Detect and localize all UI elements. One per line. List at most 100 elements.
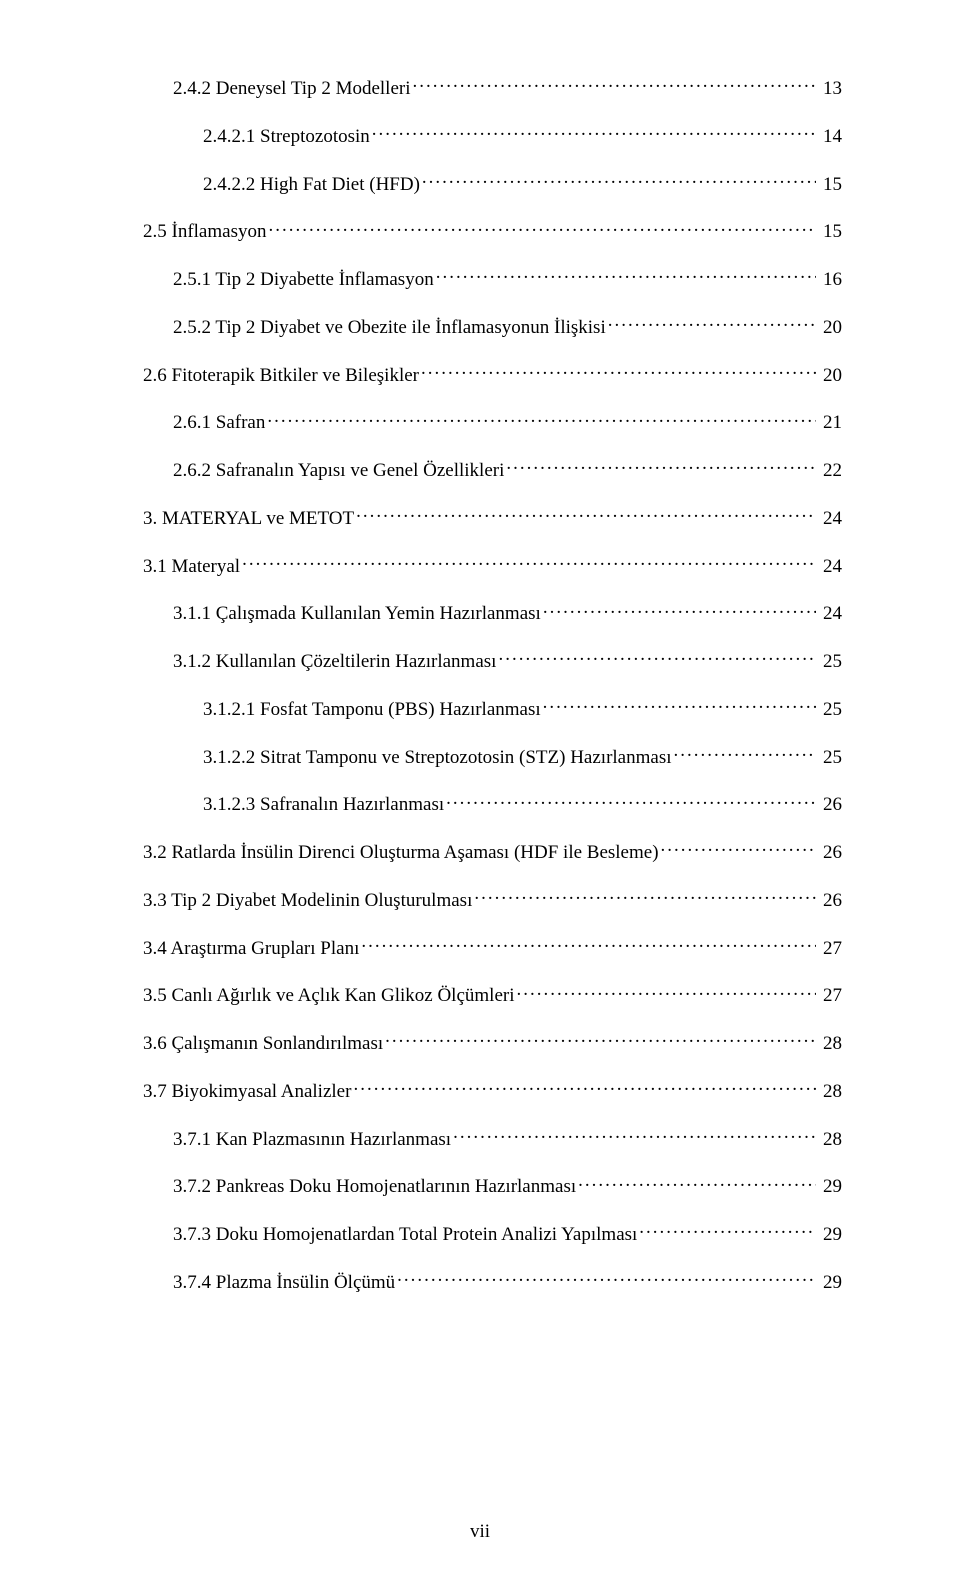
toc-entry: 3.6 Çalışmanın Sonlandırılması 28 (143, 1030, 842, 1056)
toc-leader-dots (608, 314, 816, 333)
toc-entry: 3.7.4 Plazma İnsülin Ölçümü 29 (143, 1269, 842, 1295)
toc-entry-page: 29 (818, 1271, 842, 1295)
toc-entry-page: 28 (818, 1128, 842, 1152)
toc-entry-label: 3.1.1 Çalışmada Kullanılan Yemin Hazırla… (173, 602, 541, 626)
toc-entry-page: 28 (818, 1080, 842, 1104)
toc-entry-label: 2.5.2 Tip 2 Diyabet ve Obezite ile İnfla… (173, 316, 606, 340)
toc-entry: 3.1.2.3 Safranalın Hazırlanması 26 (143, 791, 842, 817)
toc-entry: 2.6.1 Safran21 (143, 409, 842, 435)
toc-entry-page: 26 (818, 889, 842, 913)
toc-entry-page: 28 (818, 1032, 842, 1056)
toc-entry-page: 29 (818, 1223, 842, 1247)
toc-entry: 3.5 Canlı Ağırlık ve Açlık Kan Glikoz Öl… (143, 982, 842, 1008)
toc-entry: 3.7 Biyokimyasal Analizler 28 (143, 1078, 842, 1104)
toc-entry: 2.6 Fitoterapik Bitkiler ve Bileşikler 20 (143, 362, 842, 388)
toc-entry-label: 3.1.2.2 Sitrat Tamponu ve Streptozotosin… (203, 746, 672, 770)
toc-entry-page: 13 (818, 77, 842, 101)
toc-entry: 2.4.2.2 High Fat Diet (HFD) 15 (143, 171, 842, 197)
toc-leader-dots (436, 266, 816, 285)
toc-entry: 2.4.2.1 Streptozotosin 14 (143, 123, 842, 149)
toc-entry-page: 24 (818, 602, 842, 626)
toc-entry-label: 3.7.2 Pankreas Doku Homojenatlarının Haz… (173, 1175, 576, 1199)
toc-entry: 2.4.2 Deneysel Tip 2 Modelleri 13 (143, 75, 842, 101)
toc-entry-label: 3.6 Çalışmanın Sonlandırılması (143, 1032, 383, 1056)
toc-entry: 3.7.2 Pankreas Doku Homojenatlarının Haz… (143, 1173, 842, 1199)
toc-entry-page: 25 (818, 746, 842, 770)
toc-leader-dots (543, 600, 816, 619)
toc-entry-label: 3.3 Tip 2 Diyabet Modelinin Oluşturulmas… (143, 889, 472, 913)
toc-entry-label: 3.1 Materyal (143, 555, 240, 579)
toc-leader-dots (353, 1078, 816, 1097)
toc-leader-dots (453, 1126, 816, 1145)
toc-entry-page: 20 (818, 316, 842, 340)
toc-entry-label: 3.7.1 Kan Plazmasının Hazırlanması (173, 1128, 451, 1152)
toc-entry: 2.5.2 Tip 2 Diyabet ve Obezite ile İnfla… (143, 314, 842, 340)
toc-entry-page: 26 (818, 793, 842, 817)
toc-leader-dots (267, 409, 816, 428)
toc-entry-page: 29 (818, 1175, 842, 1199)
toc-entry: 2.6.2 Safranalın Yapısı ve Genel Özellik… (143, 457, 842, 483)
toc-entry: 3.3 Tip 2 Diyabet Modelinin Oluşturulmas… (143, 887, 842, 913)
toc-entry-page: 16 (818, 268, 842, 292)
toc-entry: 3.2 Ratlarda İnsülin Direnci Oluşturma A… (143, 839, 842, 865)
toc-entry: 3. MATERYAL ve METOT 24 (143, 505, 842, 531)
toc-entry-label: 3.1.2 Kullanılan Çözeltilerin Hazırlanma… (173, 650, 496, 674)
toc-entry-label: 2.6.2 Safranalın Yapısı ve Genel Özellik… (173, 459, 504, 483)
toc-entry-label: 3. MATERYAL ve METOT (143, 507, 354, 531)
toc-leader-dots (517, 982, 817, 1001)
toc-leader-dots (639, 1221, 816, 1240)
toc-leader-dots (506, 457, 816, 476)
toc-leader-dots (578, 1173, 816, 1192)
toc-entry: 2.5.1 Tip 2 Diyabette İnflamasyon 16 (143, 266, 842, 292)
toc-entry-label: 2.4.2.1 Streptozotosin (203, 125, 370, 149)
toc-entry-page: 26 (818, 841, 842, 865)
toc-leader-dots (413, 75, 817, 94)
toc-entry-label: 2.5.1 Tip 2 Diyabette İnflamasyon (173, 268, 434, 292)
toc-leader-dots (498, 648, 816, 667)
page-number-footer: vii (0, 1521, 960, 1543)
toc-entry-label: 3.5 Canlı Ağırlık ve Açlık Kan Glikoz Öl… (143, 984, 515, 1008)
table-of-contents: 2.4.2 Deneysel Tip 2 Modelleri 13 2.4.2.1 … (143, 75, 842, 1295)
toc-leader-dots (421, 362, 816, 381)
toc-leader-dots (242, 553, 816, 572)
toc-entry-label: 2.6 Fitoterapik Bitkiler ve Bileşikler (143, 364, 419, 388)
toc-entry-page: 15 (818, 220, 842, 244)
toc-page: 2.4.2 Deneysel Tip 2 Modelleri 13 2.4.2.1 … (0, 0, 960, 1591)
toc-leader-dots (674, 744, 817, 763)
toc-leader-dots (361, 935, 816, 954)
toc-entry-page: 25 (818, 698, 842, 722)
toc-entry: 2.5 İnflamasyon 15 (143, 218, 842, 244)
toc-leader-dots (422, 171, 816, 190)
toc-leader-dots (397, 1269, 816, 1288)
toc-entry: 3.7.1 Kan Plazmasının Hazırlanması 28 (143, 1126, 842, 1152)
toc-leader-dots (474, 887, 816, 906)
toc-entry-page: 27 (818, 937, 842, 961)
toc-entry-label: 2.4.2.2 High Fat Diet (HFD) (203, 173, 420, 197)
toc-entry: 3.1 Materyal24 (143, 553, 842, 579)
toc-leader-dots (356, 505, 816, 524)
toc-entry-label: 3.1.2.1 Fosfat Tamponu (PBS) Hazırlanmas… (203, 698, 541, 722)
toc-entry: 3.4 Araştırma Grupları Planı 27 (143, 935, 842, 961)
toc-entry-page: 20 (818, 364, 842, 388)
toc-entry-label: 3.7 Biyokimyasal Analizler (143, 1080, 351, 1104)
toc-leader-dots (543, 696, 816, 715)
toc-leader-dots (372, 123, 816, 142)
toc-entry: 3.1.2 Kullanılan Çözeltilerin Hazırlanma… (143, 648, 842, 674)
toc-leader-dots (385, 1030, 816, 1049)
toc-entry-label: 3.1.2.3 Safranalın Hazırlanması (203, 793, 444, 817)
toc-entry-page: 24 (818, 507, 842, 531)
toc-entry-label: 3.4 Araştırma Grupları Planı (143, 937, 359, 961)
toc-leader-dots (661, 839, 816, 858)
toc-leader-dots (446, 791, 816, 810)
toc-entry: 3.1.2.1 Fosfat Tamponu (PBS) Hazırlanmas… (143, 696, 842, 722)
toc-entry-page: 27 (818, 984, 842, 1008)
toc-entry: 3.1.1 Çalışmada Kullanılan Yemin Hazırla… (143, 600, 842, 626)
toc-entry-label: 3.7.3 Doku Homojenatlardan Total Protein… (173, 1223, 637, 1247)
toc-entry-page: 15 (818, 173, 842, 197)
toc-entry-page: 14 (818, 125, 842, 149)
toc-entry-label: 2.5 İnflamasyon (143, 220, 266, 244)
toc-entry-page: 22 (818, 459, 842, 483)
toc-entry-label: 3.7.4 Plazma İnsülin Ölçümü (173, 1271, 395, 1295)
toc-entry-label: 2.6.1 Safran (173, 411, 265, 435)
toc-entry-label: 2.4.2 Deneysel Tip 2 Modelleri (173, 77, 411, 101)
